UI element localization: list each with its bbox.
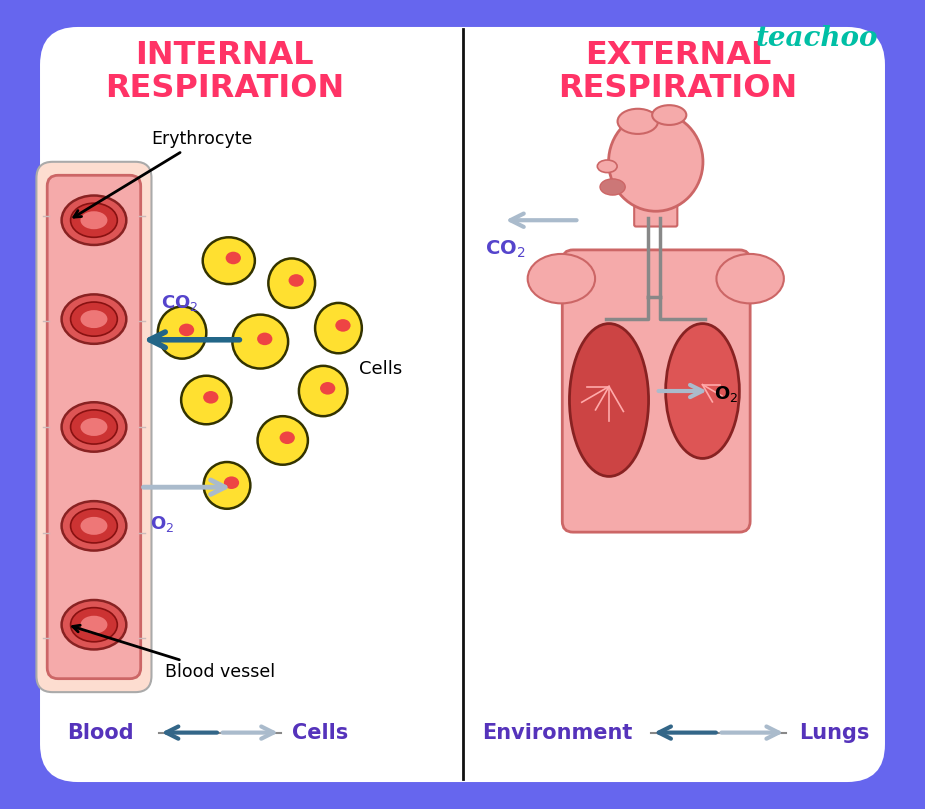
Ellipse shape [70,302,117,337]
Text: Lungs: Lungs [799,722,870,743]
Ellipse shape [232,315,288,369]
Text: Erythrocyte: Erythrocyte [74,130,253,217]
Text: O$_2$: O$_2$ [714,383,738,404]
Ellipse shape [527,254,595,303]
FancyBboxPatch shape [635,183,677,227]
Text: CO$_2$: CO$_2$ [161,293,199,313]
Ellipse shape [299,366,348,416]
FancyArrowPatch shape [722,726,779,739]
FancyArrowPatch shape [659,385,702,397]
FancyBboxPatch shape [36,162,152,693]
Text: Blood: Blood [67,722,133,743]
FancyBboxPatch shape [47,176,141,679]
Ellipse shape [80,418,107,436]
Ellipse shape [80,310,107,328]
Ellipse shape [203,237,255,284]
FancyBboxPatch shape [24,11,901,798]
Text: INTERNAL
RESPIRATION: INTERNAL RESPIRATION [105,40,344,104]
Ellipse shape [315,303,362,354]
Text: Blood vessel: Blood vessel [72,625,275,681]
Text: O$_2$: O$_2$ [150,515,174,534]
Ellipse shape [62,600,127,650]
Ellipse shape [70,203,117,237]
Ellipse shape [257,332,272,345]
Ellipse shape [62,501,127,551]
Ellipse shape [224,477,240,489]
Ellipse shape [179,324,194,337]
Ellipse shape [268,258,315,308]
Ellipse shape [717,254,783,303]
Ellipse shape [570,324,648,477]
Ellipse shape [598,160,617,172]
Ellipse shape [335,319,351,332]
Ellipse shape [609,112,703,211]
FancyArrowPatch shape [166,726,217,739]
Ellipse shape [600,179,625,195]
Ellipse shape [80,517,107,535]
Text: Cells: Cells [359,359,402,378]
Text: EXTERNAL
RESPIRATION: EXTERNAL RESPIRATION [559,40,798,104]
FancyArrowPatch shape [143,480,225,494]
Ellipse shape [80,211,107,229]
Ellipse shape [62,294,127,344]
Ellipse shape [62,196,127,245]
Text: Environment: Environment [482,722,633,743]
Ellipse shape [62,402,127,451]
Ellipse shape [652,105,686,125]
Ellipse shape [257,416,308,464]
Ellipse shape [181,375,231,424]
Ellipse shape [618,108,658,134]
Ellipse shape [666,324,739,459]
Ellipse shape [70,410,117,444]
Ellipse shape [80,616,107,633]
Ellipse shape [289,274,303,286]
Ellipse shape [70,509,117,543]
FancyArrowPatch shape [150,332,240,348]
Text: teachoo: teachoo [756,25,878,52]
Ellipse shape [320,382,335,395]
FancyArrowPatch shape [511,214,576,227]
Ellipse shape [70,608,117,642]
Text: CO$_2$: CO$_2$ [485,238,525,260]
Ellipse shape [204,462,251,509]
Ellipse shape [279,431,295,444]
Ellipse shape [158,307,206,358]
FancyArrowPatch shape [659,726,716,739]
Ellipse shape [204,391,218,404]
FancyArrowPatch shape [223,726,274,739]
Ellipse shape [226,252,240,265]
FancyBboxPatch shape [40,27,885,782]
FancyBboxPatch shape [562,250,750,532]
Text: Cells: Cells [291,722,348,743]
